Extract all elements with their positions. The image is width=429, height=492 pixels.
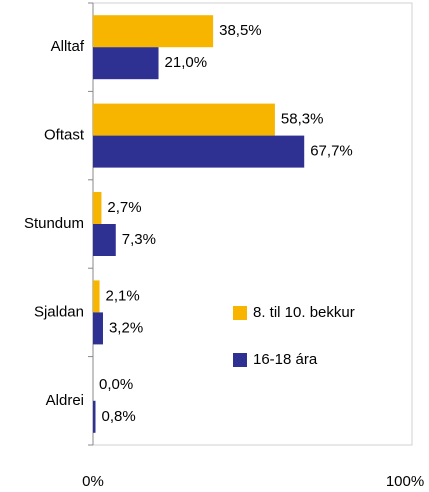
bar <box>93 312 103 345</box>
bar <box>93 47 159 80</box>
bar <box>93 400 96 433</box>
value-label: 21,0% <box>165 54 208 71</box>
value-label: 3,2% <box>109 319 143 336</box>
y-tick-label: Alltaf <box>51 38 85 55</box>
x-tick-label: 100% <box>386 473 424 490</box>
y-tick-label: Sjaldan <box>34 303 84 320</box>
x-tick-label: 0% <box>82 473 104 490</box>
value-label: 2,1% <box>106 287 140 304</box>
bar <box>93 135 305 168</box>
bar <box>93 280 100 313</box>
value-label: 7,3% <box>122 231 156 248</box>
value-label: 2,7% <box>107 199 141 216</box>
value-label: 0,0% <box>99 376 133 393</box>
legend-swatch <box>233 306 247 320</box>
legend-swatch <box>233 353 247 367</box>
value-label: 0,8% <box>101 408 135 425</box>
bar <box>93 192 102 224</box>
value-label: 58,3% <box>281 111 324 128</box>
value-label: 38,5% <box>219 22 262 39</box>
bar <box>93 15 214 48</box>
value-label: 67,7% <box>310 143 353 160</box>
y-tick-label: Stundum <box>24 215 84 232</box>
y-tick-label: Aldrei <box>46 392 84 409</box>
bar <box>93 224 116 256</box>
y-tick-label: Oftast <box>44 127 85 144</box>
legend-label: 16-18 ára <box>253 351 318 368</box>
bar <box>93 103 275 136</box>
legend-label: 8. til 10. bekkur <box>253 304 355 321</box>
